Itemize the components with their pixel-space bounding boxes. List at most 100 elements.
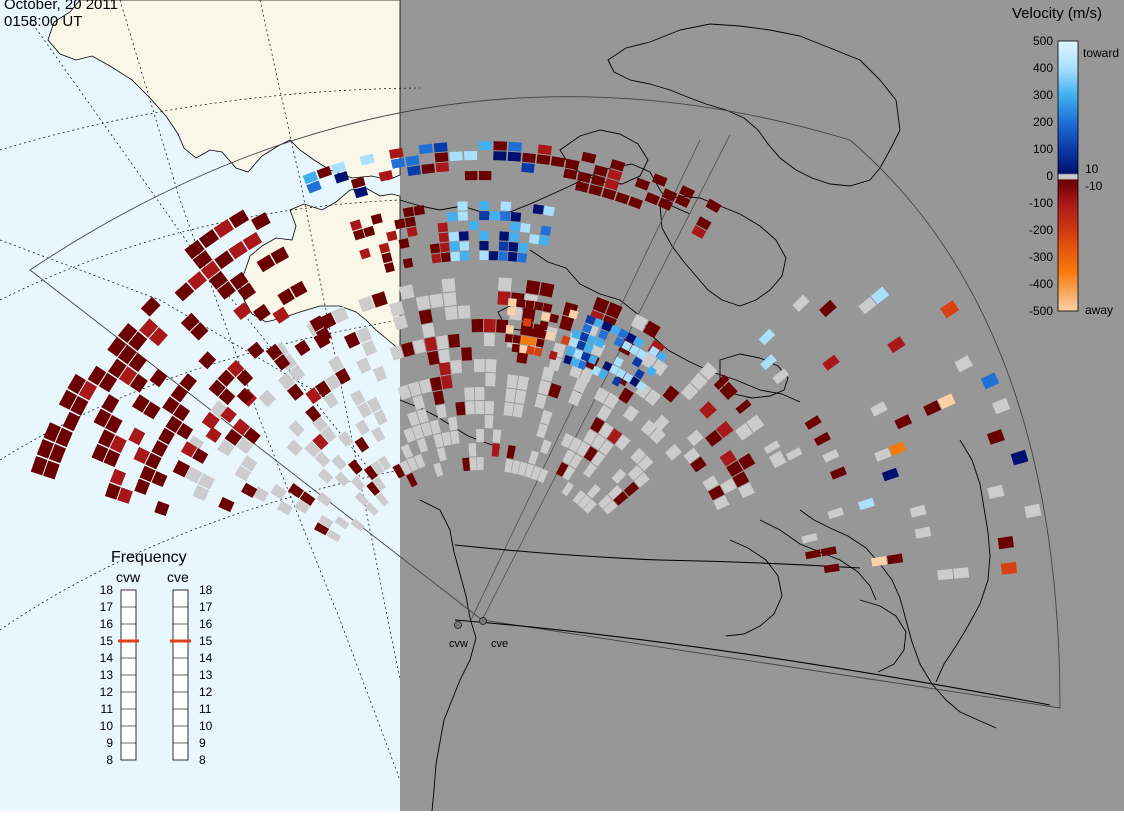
scatter-cell [415,295,431,311]
scatter-cell [541,366,555,382]
scatter-cell [479,241,489,251]
scatter-cell [312,433,329,450]
radar-site-marker [454,621,462,629]
scatter-cell [447,416,458,431]
scatter-cell [534,393,547,409]
scatter-cell [236,387,254,405]
scatter-cell [719,449,737,467]
scatter-cell [198,351,217,370]
scatter-cell [572,490,586,505]
scatter-cell [431,253,442,264]
scatter-cell [218,496,235,513]
scatter-cell [603,392,620,410]
frequency-tick-label: 15 [199,634,213,648]
scatter-cell [399,460,412,475]
scatter-cell [705,429,723,447]
scatter-cell [536,423,549,439]
scatter-cell [393,314,408,331]
scatter-cell [101,394,120,414]
scatter-cell [302,171,319,185]
scatter-cell [180,312,200,332]
scatter-cell [719,381,738,400]
scatter-cell [416,437,429,453]
scatter-cell [475,401,485,415]
scatter-cell [416,408,429,424]
scatter-cell [591,434,606,450]
scatter-cell [190,322,209,341]
scatter-cell [598,422,614,439]
scatter-cell [433,142,448,153]
scatter-cell [645,365,657,377]
scatter-cell [247,341,265,359]
scatter-cell [550,156,566,168]
scatter-cell [406,472,418,488]
velocity-tick-label: 500 [1033,34,1053,48]
scatter-cell [636,348,648,360]
scatter-cell [288,364,306,382]
scatter-cell [265,343,283,361]
scatter-cell [609,364,620,375]
scatter-cell [139,318,159,338]
scatter-cell [70,396,89,416]
scatter-cell [529,328,539,338]
scatter-cell [805,549,822,560]
scatter-cell [577,171,592,183]
scatter-cell [953,567,970,579]
scatter-cell [569,453,583,469]
scatter-cell [623,481,639,497]
scatter-cell [772,368,790,385]
frequency-tick-label: 9 [106,736,113,750]
scatter-cell [354,491,369,507]
scatter-cell [509,222,521,232]
scatter-cell [208,379,226,397]
scatter-cell [444,306,458,321]
scatter-cell [540,409,553,425]
scatter-cell [500,201,512,211]
scatter-cell [420,422,433,437]
scatter-cell [457,201,468,211]
frequency-tick-label: 11 [101,702,114,716]
scatter-cell [43,460,60,480]
scatter-cell [599,439,614,456]
scatter-cell [441,278,456,293]
scatter-cell [450,251,460,262]
scatter-cell [165,415,183,433]
scatter-cell [479,211,490,221]
scatter-cell [507,298,517,307]
scatter-cell [516,299,526,308]
scatter-cell [540,439,552,455]
scatter-cell [980,372,1000,390]
scatter-cell [335,368,351,385]
scatter-cell [457,211,468,221]
scatter-cell [286,439,303,456]
scatter-cell [596,404,613,422]
scatter-cell [555,462,569,477]
scatter-cell [334,171,349,184]
scatter-cell [372,476,387,492]
scatter-cell [662,385,680,403]
scatter-cell [389,301,405,317]
scatter-cell [461,347,472,361]
scatter-cell [334,471,350,487]
scatter-cell [575,181,590,193]
scatter-cell [356,357,372,374]
scatter-cell [601,188,617,201]
scatter-cell [823,563,840,573]
frequency-tick-label: 13 [100,668,114,682]
scatter-cell [630,447,647,464]
scatter-cell [405,155,420,167]
scatter-cell [460,251,470,261]
scatter-cell [587,354,598,365]
scatter-cell [580,351,591,362]
scatter-cell [320,426,337,443]
scatter-cell [87,365,107,386]
frequency-tick-label: 14 [100,651,114,665]
scatter-cell [517,461,528,476]
toward-label: toward [1083,46,1119,60]
scatter-cell [479,251,489,261]
scatter-cell [507,151,522,162]
scatter-cell [384,262,395,273]
scatter-cell [590,174,606,187]
radar-beam-line [481,134,731,621]
scatter-cell [607,168,623,181]
